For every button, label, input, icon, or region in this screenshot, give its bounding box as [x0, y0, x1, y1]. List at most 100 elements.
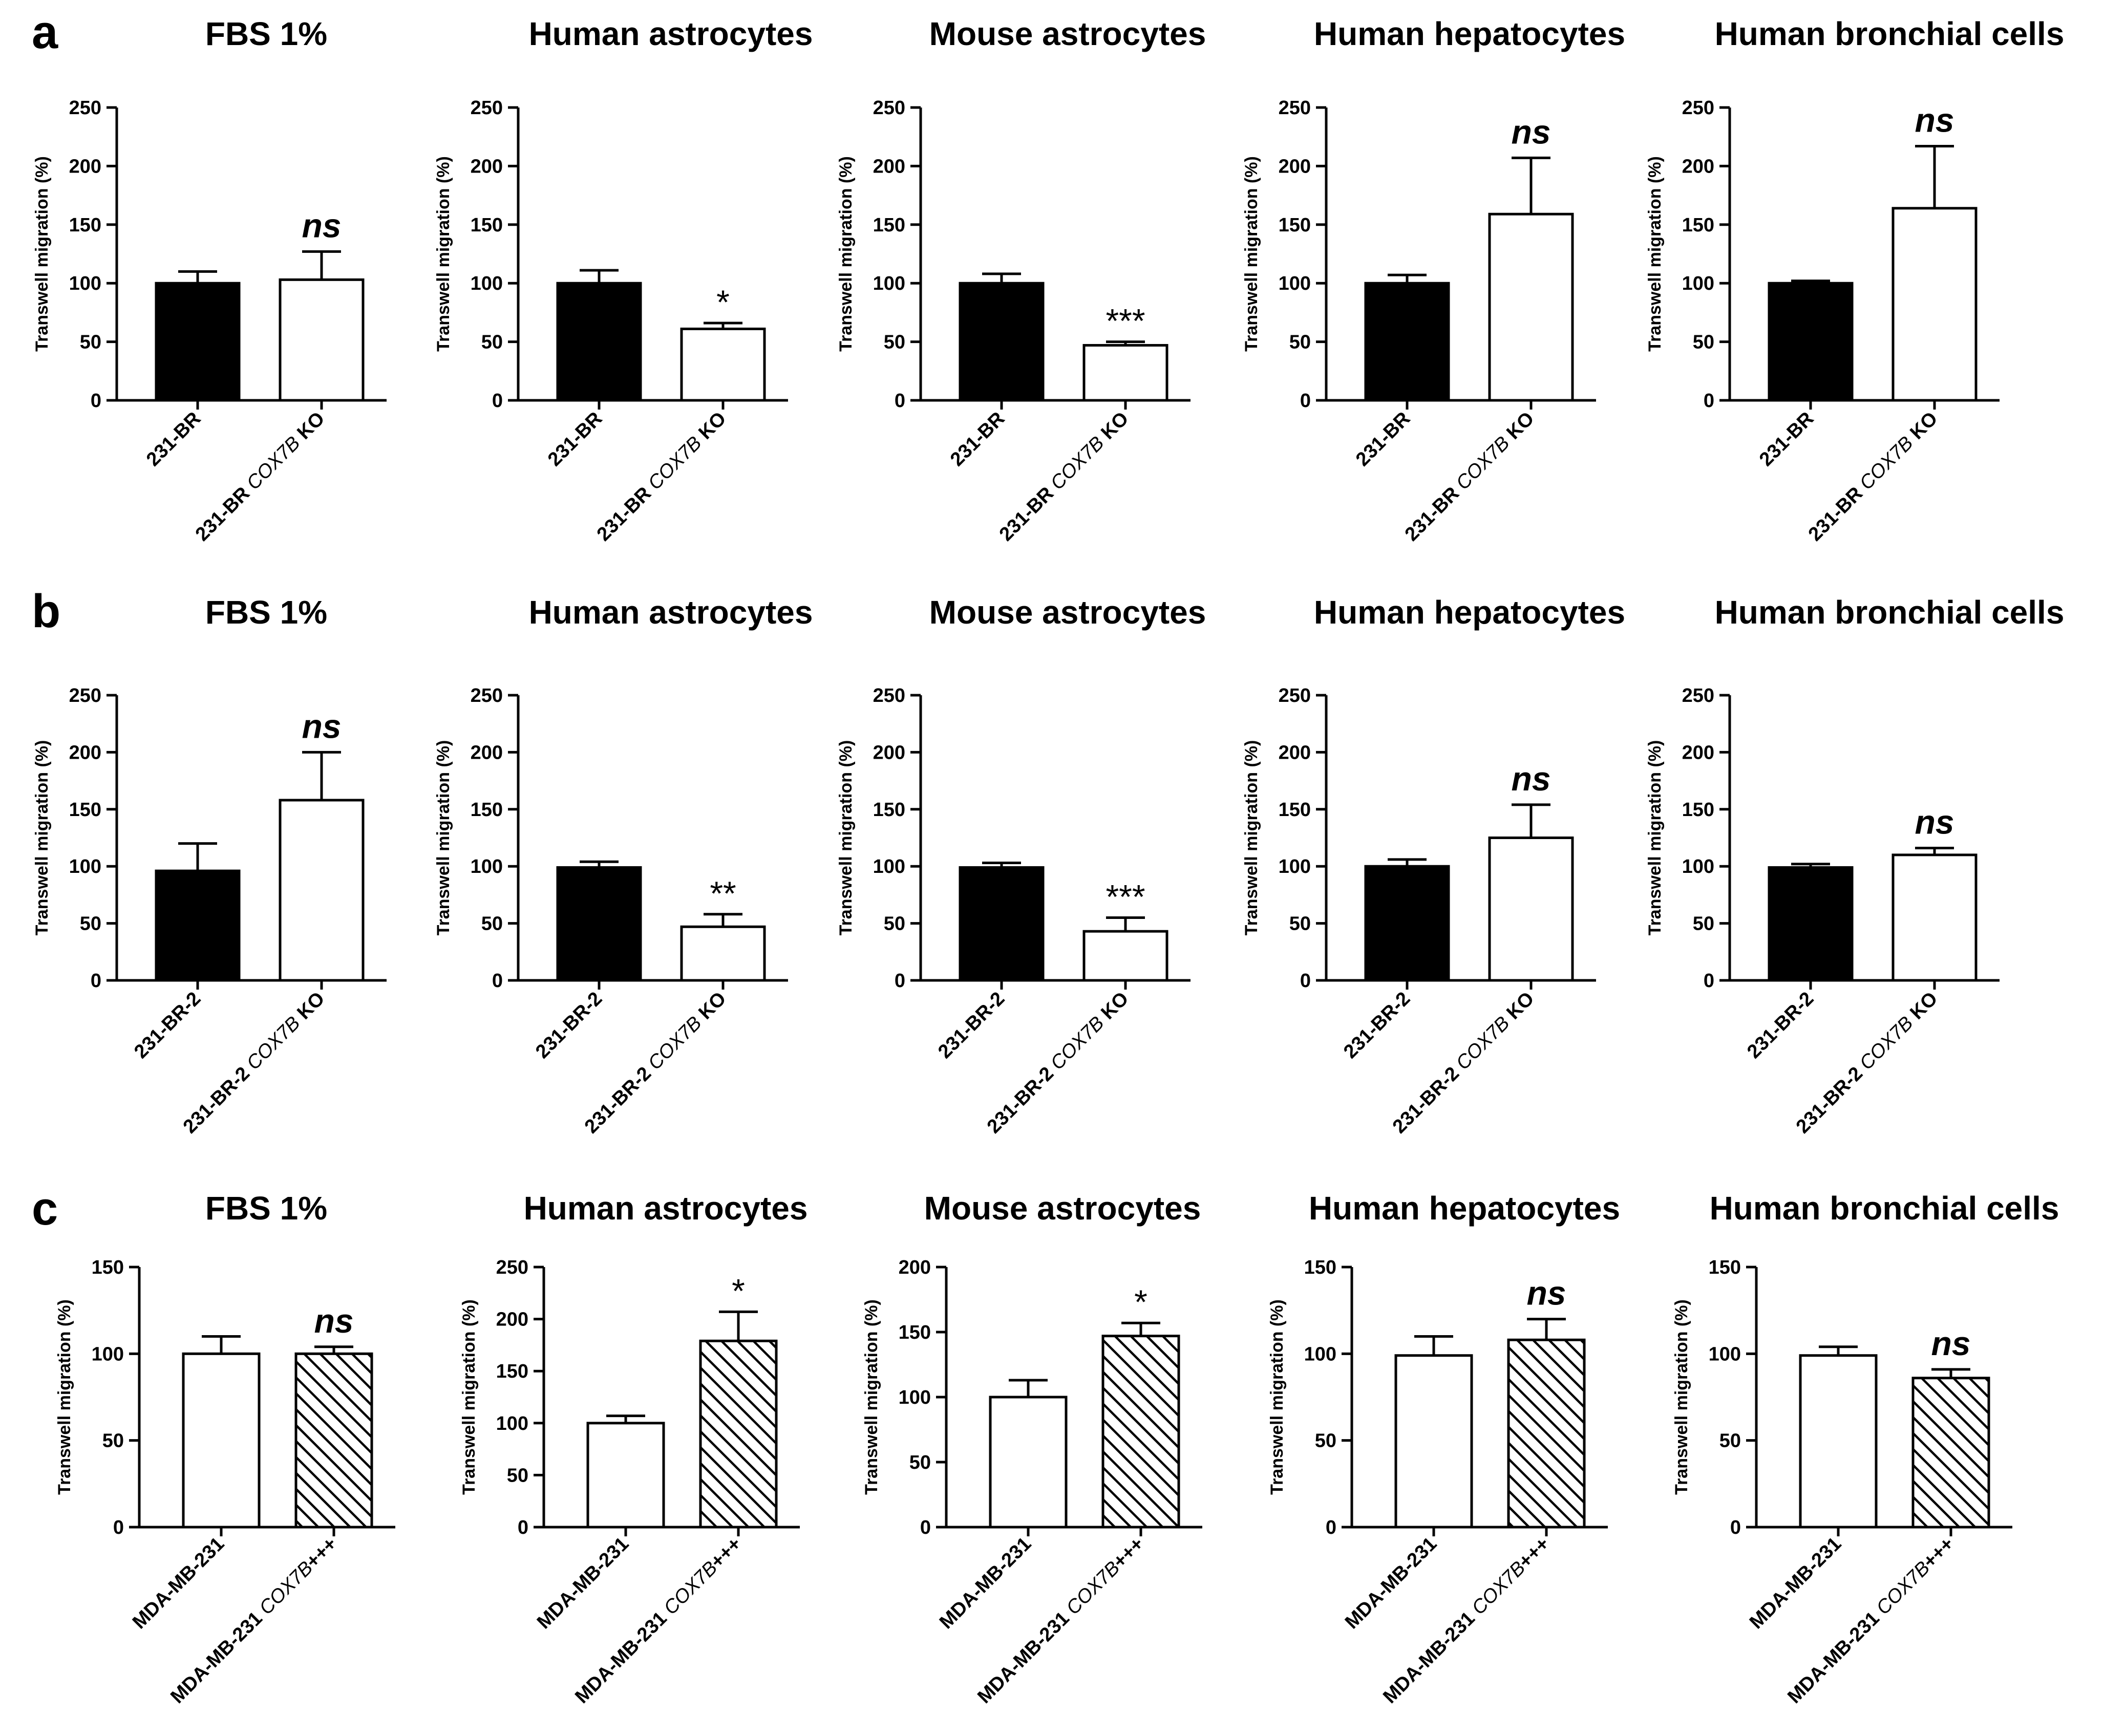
chart-title: Human bronchial cells	[1710, 1190, 2059, 1227]
chart-c-5: Human bronchial cells 0 50 100 150 Transwell …	[1672, 1190, 2059, 1708]
chart-title: FBS 1%	[205, 1190, 327, 1227]
chart-c-1: FBS 1% 0 50 100 150 Transwell migration (%) MD…	[55, 1190, 395, 1708]
y-axis-label: Transwell migration (%)	[1242, 740, 1261, 936]
category-gene: COX7B	[1856, 432, 1918, 494]
category-main: 231-BR	[1755, 408, 1818, 470]
category-main: 231-BR	[995, 479, 1062, 546]
significance-label: ns	[1915, 101, 1954, 139]
x-category-label: MDA-MB-231	[1746, 1533, 1845, 1633]
y-tick-label: 0	[1326, 1517, 1336, 1538]
category-main: MDA-MB-231	[166, 1604, 270, 1708]
category-main: MDA-MB-231	[973, 1604, 1077, 1708]
y-tick-label: 0	[1704, 390, 1714, 412]
chart-title: Human bronchial cells	[1715, 594, 2065, 631]
category-main: MDA-MB-231	[533, 1533, 633, 1633]
category-main: 231-BR-2	[130, 988, 205, 1063]
x-category-label: MDA-MB-231	[936, 1533, 1035, 1633]
category-main: 231-BR	[593, 479, 660, 546]
chart-c-2: Human astrocytes 0 50 100 150 200 250 Transwell…	[459, 1190, 807, 1708]
y-axis-label: Transwell migration (%)	[1672, 1299, 1691, 1495]
category-main: MDA-MB-231	[571, 1604, 675, 1708]
category-main: MDA-MB-231	[936, 1533, 1035, 1633]
category-main: 231-BR	[142, 408, 205, 470]
chart-a-2: Human astrocytes 0 50 100 150 200 250 Transwell…	[434, 15, 813, 545]
x-category-label: 231-BR-2 COX7B KO	[1792, 988, 1942, 1138]
x-category-label: 231-BR COX7B KO	[593, 408, 731, 546]
category-main: 231-BR-2	[1389, 1059, 1468, 1138]
chart-b-1: FBS 1% 0 50 100 150 200 250 Transwell migration…	[32, 594, 387, 1138]
y-tick-label: 50	[481, 332, 503, 353]
y-tick-label: 200	[471, 742, 503, 763]
charts-group: FBS 1% 0 50 100 150 200 250 Transwell migration…	[32, 15, 2064, 1708]
chart-c-3: Mouse astrocytes 0 50 100 150 200 Transwell mi…	[862, 1190, 1202, 1708]
y-tick-label: 150	[69, 799, 101, 821]
chart-title: Human hepatocytes	[1314, 15, 1625, 52]
category-gene: COX7B	[1062, 1557, 1124, 1619]
bar-control	[586, 1422, 665, 1529]
y-tick-label: 150	[1279, 215, 1311, 236]
bar-control	[1768, 866, 1854, 982]
significance-label: ns	[302, 707, 341, 745]
bar-treated	[1082, 930, 1168, 982]
x-category-label: 231-BR-2 COX7B KO	[179, 988, 329, 1138]
y-tick-label: 50	[481, 913, 503, 935]
y-tick-label: 250	[1279, 685, 1311, 706]
category-main: 231-BR-2	[581, 1059, 660, 1138]
y-tick-label: 250	[1682, 97, 1714, 119]
category-main: 231-BR	[192, 479, 258, 546]
y-tick-label: 200	[1682, 156, 1714, 177]
y-tick-label: 250	[1682, 685, 1714, 706]
chart-title: Mouse astrocytes	[929, 15, 1206, 52]
bar-treated	[294, 1352, 373, 1529]
y-tick-label: 50	[507, 1465, 528, 1486]
y-tick-label: 50	[1289, 913, 1311, 935]
chart-title: FBS 1%	[205, 594, 327, 631]
y-tick-label: 0	[518, 1517, 528, 1538]
significance-label: ns	[1931, 1324, 1970, 1362]
category-gene: COX7B	[1856, 1012, 1918, 1074]
y-tick-label: 50	[884, 332, 905, 353]
x-category-label: 231-BR-2 COX7B KO	[983, 988, 1133, 1138]
category-gene: COX7B	[1468, 1557, 1529, 1619]
category-main: 231-BR	[946, 408, 1009, 470]
y-tick-label: 200	[873, 742, 905, 763]
significance-label: ns	[302, 206, 341, 244]
y-tick-label: 250	[496, 1257, 528, 1278]
chart-b-4: Human hepatocytes 0 50 100 150 200 250 Transwel…	[1242, 594, 1625, 1138]
y-tick-label: 0	[492, 970, 503, 992]
y-tick-label: 150	[69, 215, 101, 236]
y-tick-label: 0	[1300, 390, 1311, 412]
y-tick-label: 100	[69, 856, 101, 877]
category-gene: COX7B	[1047, 432, 1109, 494]
y-tick-label: 0	[1730, 1517, 1741, 1538]
y-tick-label: 250	[471, 685, 503, 706]
y-tick-label: 100	[496, 1413, 528, 1434]
chart-c-4: Human hepatocytes 0 50 100 150 Transwell migr…	[1267, 1190, 1620, 1708]
y-tick-label: 200	[471, 156, 503, 177]
y-tick-label: 150	[1304, 1257, 1336, 1278]
chart-title: Human astrocytes	[529, 15, 813, 52]
y-tick-label: 0	[91, 390, 101, 412]
y-tick-label: 150	[496, 1361, 528, 1382]
category-gene: COX7B	[243, 432, 305, 494]
chart-b-5: Human bronchial cells 0 50 100 150 200 250 Tran…	[1645, 594, 2064, 1138]
y-tick-label: 50	[1315, 1430, 1336, 1452]
x-category-label: 231-BR COX7B KO	[995, 408, 1133, 546]
bar-control	[182, 1352, 261, 1529]
y-tick-label: 150	[471, 215, 503, 236]
y-tick-label: 200	[1279, 742, 1311, 763]
category-gene: COX7B	[243, 1012, 305, 1074]
bar-treated	[1488, 212, 1574, 402]
category-main: 231-BR	[544, 408, 606, 470]
bar-control	[1364, 865, 1450, 982]
y-axis-label: Transwell migration (%)	[1267, 1299, 1287, 1495]
y-tick-label: 100	[1279, 273, 1311, 294]
bar-control	[1394, 1354, 1473, 1529]
y-tick-label: 250	[69, 97, 101, 119]
chart-b-3: Mouse astrocytes 0 50 100 150 200 250 Transwell…	[836, 594, 1206, 1138]
bar-treated	[1892, 853, 1978, 982]
bar-control	[1768, 282, 1854, 402]
significance-label: ns	[1915, 803, 1954, 841]
y-tick-label: 50	[102, 1430, 124, 1452]
panel-label-b: b	[32, 585, 60, 637]
